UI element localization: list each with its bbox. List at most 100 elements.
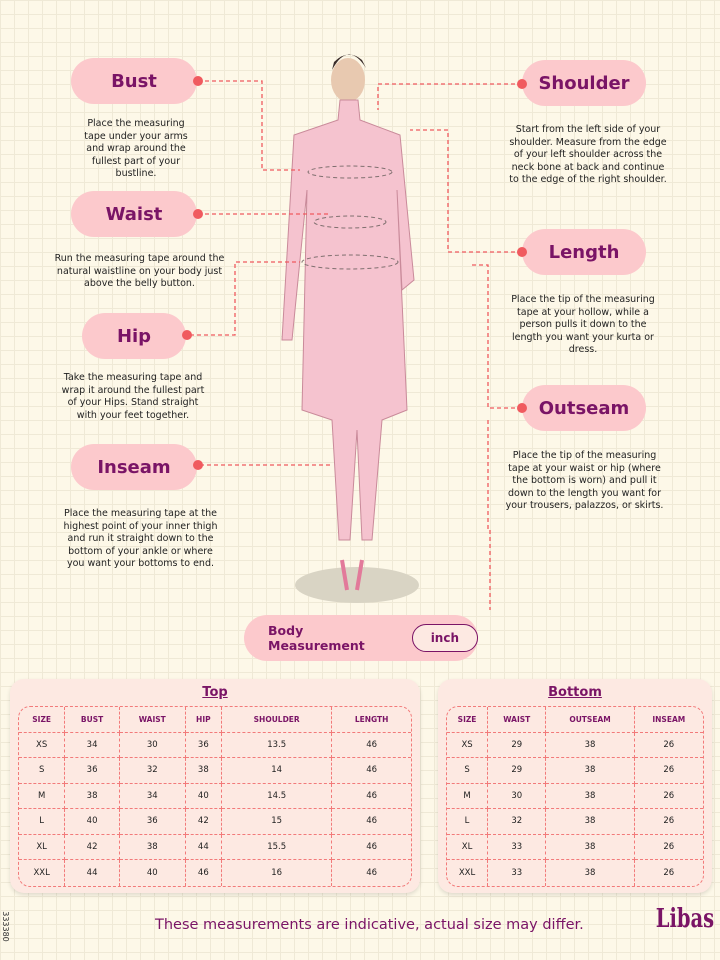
header-row: SIZE BUST WAIST HIP SHOULDER LENGTH: [19, 707, 411, 733]
table-cell: M: [447, 783, 489, 809]
table-cell: 33: [488, 860, 547, 886]
table-cell: 14: [222, 758, 333, 784]
outseam-description: Place the tip of the measuring tape at y…: [505, 450, 664, 511]
table-cell: 46: [332, 784, 411, 809]
column-header: OUTSEAM: [546, 707, 635, 733]
table-cell: 33: [488, 834, 547, 860]
column-header: SIZE: [447, 707, 489, 733]
table-cell: 40: [120, 860, 186, 886]
bust-description: Place the measuring tape under your arms…: [84, 118, 188, 179]
column-header: WAIST: [488, 707, 547, 733]
table-row: L 40 36 42 15 46: [19, 809, 411, 835]
table-cell: 38: [119, 834, 186, 860]
table-cell: 30: [488, 783, 547, 809]
column-header: INSEAM: [634, 707, 703, 733]
table-row: M 38 34 40 14.5 46: [19, 783, 411, 809]
table-cell: XL: [447, 834, 489, 860]
hip-description: Take the measuring tape and wrap it arou…: [61, 372, 205, 421]
table-cell: 38: [546, 732, 635, 758]
table-cell: XXL: [447, 860, 489, 886]
table-cell: 34: [65, 732, 120, 758]
table-cell: 44: [65, 860, 120, 886]
label-shoulder: Shoulder: [522, 60, 646, 106]
unit-bar-label: Body Measurement: [268, 623, 365, 653]
top-size-card: Top SIZE BUST WAIST HIP SHOULDER LENGTH XS 34 30…: [10, 679, 420, 893]
label-length: Length: [522, 229, 646, 275]
column-header: SIZE: [19, 707, 66, 733]
table-cell: 42: [185, 809, 223, 835]
table-row: XL 42 38 44 15.5 46: [19, 834, 411, 860]
table-cell: 26: [634, 758, 703, 784]
dashed-connectors: [190, 80, 522, 610]
table-cell: 32: [488, 809, 547, 835]
table-cell: 13.5: [222, 732, 333, 758]
header-row: SIZE WAIST OUTSEAM INSEAM: [447, 707, 703, 733]
table-cell: 29: [488, 758, 547, 784]
brand-logo: Libas: [655, 904, 715, 934]
label-bust: Bust: [71, 58, 197, 104]
table-row: M 30 38 26: [447, 783, 703, 809]
label-inseam: Inseam: [71, 444, 197, 490]
table-cell: 16: [222, 860, 333, 886]
table-cell: 32: [119, 758, 186, 784]
column-header: HIP: [185, 707, 223, 733]
table-row: L 32 38 26: [447, 809, 703, 835]
table-cell: XL: [19, 834, 66, 860]
table-cell: 42: [65, 834, 120, 860]
table-cell: 26: [663, 867, 675, 878]
table-row: XXL 33 38 26: [447, 860, 703, 886]
disclaimer: These measurements are indicative, actua…: [155, 917, 584, 933]
table-row: XS 29 38 26: [447, 732, 703, 758]
table-cell: M: [19, 783, 66, 809]
outseam-dot: [517, 403, 527, 413]
length-description: Place the tip of the measuring tape at y…: [511, 294, 655, 355]
shoulder-dot: [517, 79, 527, 89]
product-code: 333380: [0, 911, 10, 942]
inseam-dot: [193, 460, 203, 470]
bust-dot: [193, 76, 203, 86]
table-cell: XXL: [19, 860, 66, 886]
label-waist: Waist: [71, 191, 197, 237]
inseam-description: Place the measuring tape at the highest …: [63, 508, 218, 569]
table-row: S 29 38 26: [447, 758, 703, 784]
model-illustration: [281, 54, 419, 603]
column-header: BUST: [65, 707, 120, 733]
waist-dot: [193, 209, 203, 219]
table-cell: 14.5: [222, 783, 333, 809]
table-cell: 46: [332, 733, 411, 758]
unit-toggle[interactable]: inch: [411, 624, 478, 652]
waist-description: Run the measuring tape around the natura…: [54, 253, 225, 289]
table-cell: 34: [119, 783, 186, 809]
table-cell: 46: [332, 758, 411, 784]
shoulder-description: Start from the left side of your shoulde…: [509, 124, 667, 185]
table-row: XL 33 38 26: [447, 834, 703, 860]
table-cell: XS: [447, 732, 489, 758]
table-cell: S: [447, 758, 489, 784]
label-hip: Hip: [82, 313, 186, 359]
table-cell: L: [447, 809, 489, 835]
table-cell: 36: [65, 758, 120, 784]
table-cell: 46: [366, 867, 378, 878]
table-cell: 36: [185, 732, 223, 758]
table-cell: 38: [546, 860, 635, 886]
bottom-title: Bottom: [548, 685, 602, 700]
table-cell: 26: [634, 835, 703, 860]
table-cell: XS: [19, 732, 66, 758]
table-cell: 40: [185, 783, 223, 809]
unit-bar: Body Measurement inch: [244, 615, 478, 661]
column-header: LENGTH: [332, 707, 411, 733]
table-cell: 30: [119, 732, 186, 758]
table-cell: 26: [634, 809, 703, 835]
table-row: XS 34 30 36 13.5 46: [19, 732, 411, 758]
bottom-size-table: SIZE WAIST OUTSEAM INSEAM XS 29 38 26 S 29 38 26 M 30…: [446, 706, 704, 887]
top-title: Top: [202, 685, 228, 700]
column-header: SHOULDER: [222, 707, 333, 733]
table-cell: 38: [546, 809, 635, 835]
column-header: WAIST: [119, 707, 186, 733]
table-cell: 38: [546, 758, 635, 784]
table-cell: 38: [185, 758, 223, 784]
bottom-size-card: Bottom SIZE WAIST OUTSEAM INSEAM XS 29 38 26 S 29…: [438, 679, 712, 893]
table-cell: 46: [332, 809, 411, 835]
table-cell: 40: [65, 809, 120, 835]
table-cell: 29: [488, 732, 547, 758]
